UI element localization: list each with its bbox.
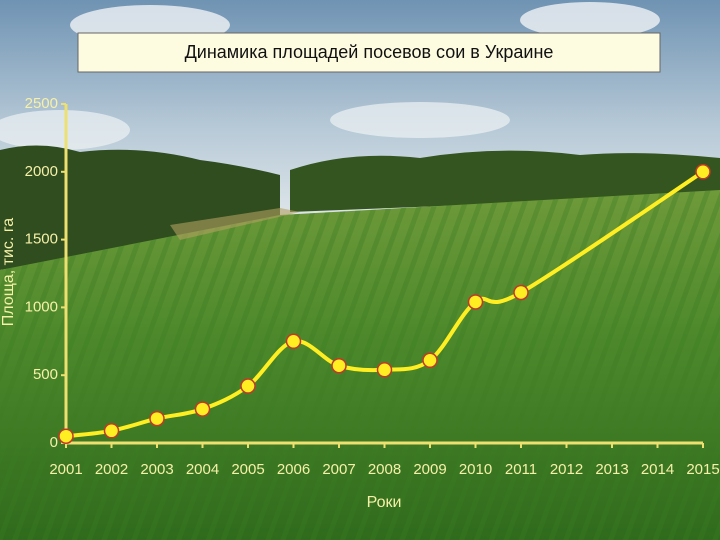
x-tick-label: 2003	[140, 461, 173, 478]
y-tick-label: 2000	[25, 163, 58, 180]
x-tick-label: 2008	[368, 461, 401, 478]
x-tick-label: 2014	[641, 461, 674, 478]
x-tick-label: 2010	[459, 461, 492, 478]
x-tick-label: 2007	[322, 461, 355, 478]
title-box	[77, 32, 661, 73]
data-point	[58, 428, 74, 444]
chart-title: Динамика площадей посевов сои в Украине	[185, 42, 554, 62]
y-axis-label: Площа, тис. га	[0, 218, 17, 327]
y-tick-label: 1500	[25, 231, 58, 248]
y-tick-label: 2500	[25, 95, 58, 112]
data-point	[240, 378, 256, 394]
data-point	[467, 294, 484, 310]
data-point	[149, 410, 165, 427]
x-tick-label: 2013	[595, 461, 628, 478]
x-tick-label: 2004	[186, 461, 219, 478]
x-tick-label: 2002	[95, 461, 128, 478]
y-tick-label: 1000	[25, 298, 58, 315]
x-tick-label: 2001	[49, 461, 82, 478]
data-point	[513, 284, 529, 301]
x-tick-label: 2005	[231, 461, 264, 478]
x-tick-label: 2015	[686, 461, 719, 478]
x-tick-label: 2012	[550, 461, 583, 478]
x-tick-label: 2009	[413, 461, 446, 478]
data-point	[376, 362, 393, 378]
x-tick-label: 2006	[277, 461, 310, 478]
data-point	[422, 352, 438, 369]
data-point	[695, 164, 711, 180]
y-tick-label: 500	[33, 366, 58, 383]
y-tick-label: 0	[50, 434, 58, 451]
data-point	[285, 333, 302, 350]
x-tick-label: 2011	[505, 461, 537, 478]
data-point	[331, 357, 347, 374]
data-point	[194, 401, 211, 417]
x-axis-label: Роки	[367, 494, 402, 511]
data-point	[103, 423, 120, 439]
